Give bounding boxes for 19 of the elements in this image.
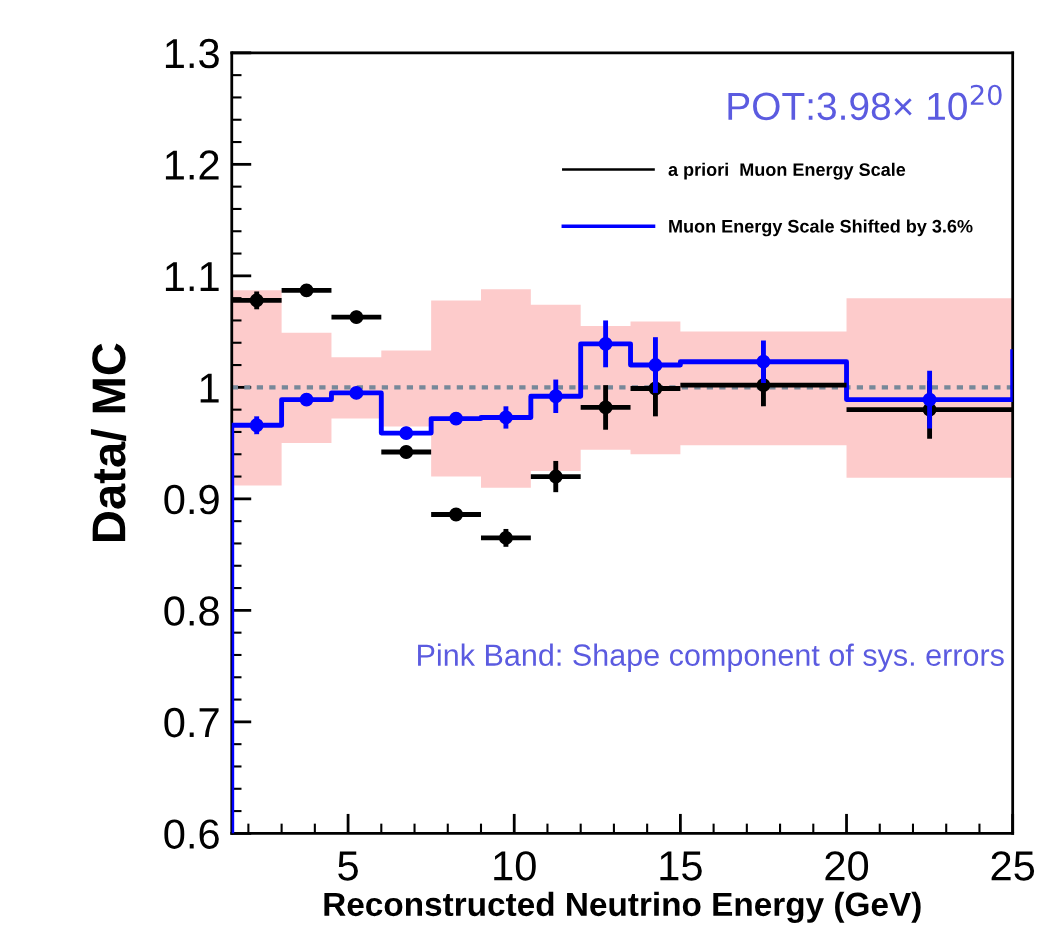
y-tick-label: 0.7 [164,707,219,738]
y-tick-label: 1.2 [165,150,219,180]
annotation: POT:3.98× 10$^{20}$ [728,84,1002,121]
x-axis-title: Reconstructed Neutrino Energy (GeV) [324,891,921,923]
y-tick-label: 1 [200,373,219,403]
x-tick-label: 10 [494,851,536,881]
y-axis-title: Data/ MC [90,343,127,541]
y-tick-label: 1.3 [165,38,219,69]
y-tick-label: 0.6 [164,819,219,849]
x-tick-label: 15 [660,851,702,881]
annotation: Pink Band: Shape component of sys. errors [418,643,1004,672]
y-tick-label: 1.1 [165,262,219,291]
y-tick-label: 0.9 [164,484,219,515]
y-tick-label: 0.8 [164,596,219,626]
legend-label: a priori Muon Energy Scale [668,162,906,180]
x-tick-label: 25 [991,851,1035,881]
x-tick-label: 20 [825,851,869,881]
legend-label: Muon Energy Scale Shifted by 3.6% [669,219,973,237]
x-tick-label: 5 [338,851,358,881]
